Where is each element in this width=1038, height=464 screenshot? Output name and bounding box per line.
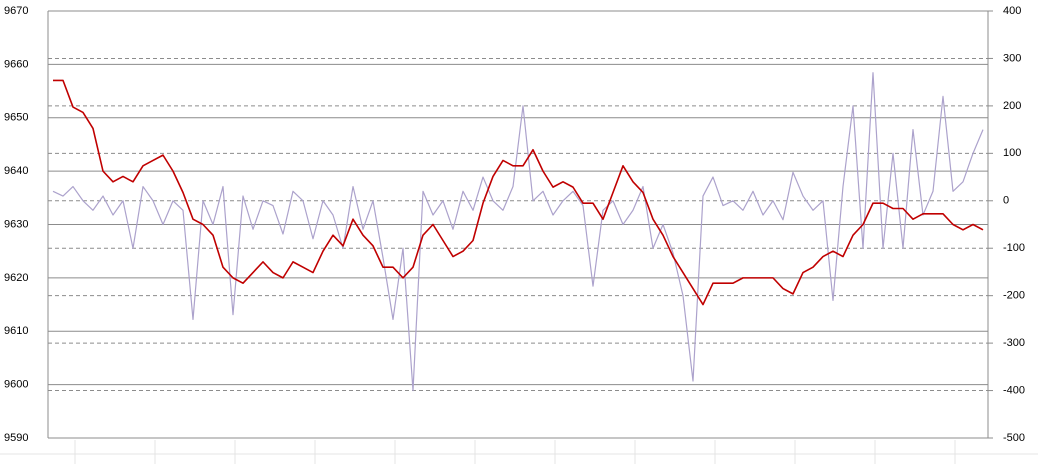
y2-tick-label: 200: [1003, 100, 1021, 112]
y2-tick-label: -200: [1003, 290, 1025, 302]
y-tick-label: 9650: [4, 112, 28, 124]
series-line: [53, 79, 984, 306]
y2-tick-label: 0: [1003, 195, 1009, 207]
y2-tick-label: 300: [1003, 52, 1021, 64]
y-tick-label: 9600: [4, 379, 28, 391]
y-tick-label: 9660: [4, 58, 28, 70]
y2-tick-label: 400: [1003, 5, 1021, 17]
y-tick-label: 9610: [4, 325, 28, 337]
y2-tick-label: -400: [1003, 384, 1025, 396]
y-tick-label: 9640: [4, 165, 28, 177]
y2-tick-label: -500: [1003, 432, 1025, 444]
y2-tick-label: 100: [1003, 147, 1021, 159]
series-line: [52, 72, 984, 392]
sheet-grid: [0, 440, 1038, 464]
y-tick-label: 9670: [4, 5, 28, 17]
y2-tick-label: -300: [1003, 337, 1025, 349]
y-tick-label: 9630: [4, 218, 28, 230]
y2-tick-label: -100: [1003, 242, 1025, 254]
y-tick-label: 9590: [4, 432, 28, 444]
y-tick-label: 9620: [4, 272, 28, 284]
